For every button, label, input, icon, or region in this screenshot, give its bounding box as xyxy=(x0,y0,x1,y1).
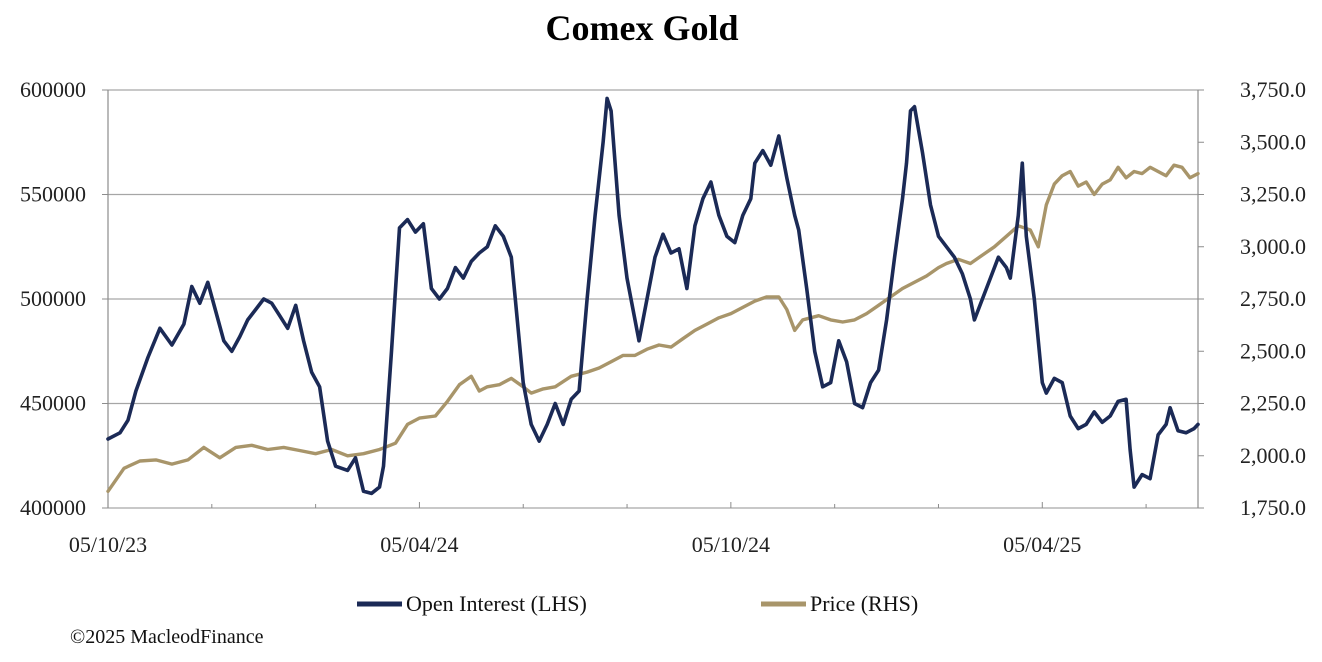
series-line-open-interest xyxy=(106,96,1200,496)
x-axis-ticks: 05/10/23 05/04/24 05/10/24 05/04/25 xyxy=(69,502,1147,557)
right-tick-label: 3,500.0 xyxy=(1240,129,1306,154)
right-tick-label: 1,750.0 xyxy=(1240,495,1306,520)
x-tick-label: 05/10/24 xyxy=(692,532,770,557)
series-line-price xyxy=(106,163,1200,493)
x-tick-label: 05/10/23 xyxy=(69,532,147,557)
right-tick-label: 3,750.0 xyxy=(1240,77,1306,102)
right-tick-label: 3,000.0 xyxy=(1240,234,1306,259)
series-lines xyxy=(106,96,1200,496)
legend: Open Interest (LHS) Price (RHS) xyxy=(357,591,918,616)
right-tick-label: 2,500.0 xyxy=(1240,338,1306,363)
right-tick-label: 2,750.0 xyxy=(1240,286,1306,311)
left-tick-label: 600000 xyxy=(20,77,86,102)
left-tick-label: 400000 xyxy=(20,495,86,520)
legend-label-open-interest: Open Interest (LHS) xyxy=(406,591,587,616)
right-tick-label: 2,000.0 xyxy=(1240,443,1306,468)
x-tick-label: 05/04/25 xyxy=(1003,532,1081,557)
gridlines xyxy=(108,89,1198,509)
legend-label-price: Price (RHS) xyxy=(810,591,918,616)
right-tick-label: 2,250.0 xyxy=(1240,391,1306,416)
left-tick-label: 550000 xyxy=(20,182,86,207)
chart-title: Comex Gold xyxy=(546,8,739,48)
copyright-credit: ©2025 MacleodFinance xyxy=(70,626,264,648)
right-axis-ticks: 1,750.0 2,000.0 2,250.0 2,500.0 2,750.0 3,000… xyxy=(1198,77,1306,520)
left-tick-label: 450000 xyxy=(20,391,86,416)
right-tick-label: 3,250.0 xyxy=(1240,182,1306,207)
x-tick-label: 05/04/24 xyxy=(380,532,458,557)
left-tick-label: 500000 xyxy=(20,286,86,311)
left-axis-ticks: 400000 450000 500000 550000 600000 xyxy=(20,77,108,520)
